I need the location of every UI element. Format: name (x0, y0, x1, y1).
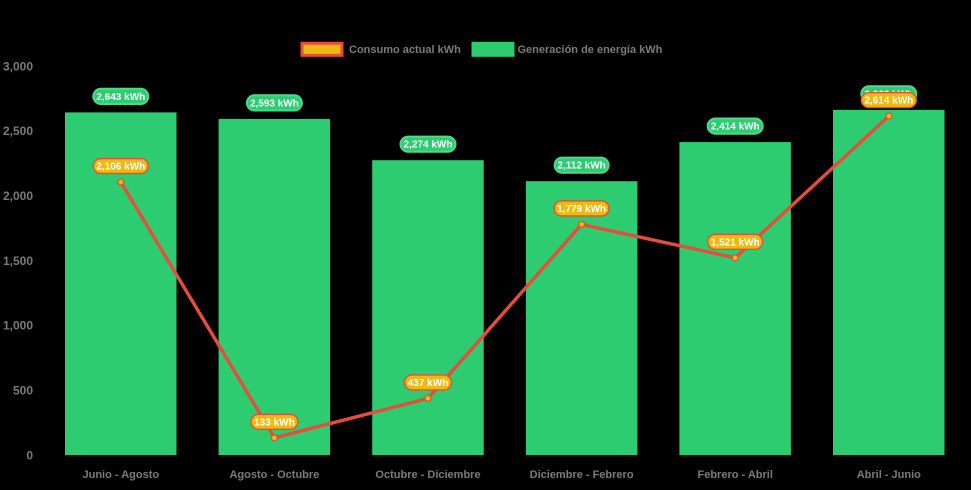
svg-text:Generación de energía kWh: Generación de energía kWh (518, 44, 663, 56)
svg-text:2,274 kWh: 2,274 kWh (404, 140, 453, 151)
svg-text:1,500: 1,500 (3, 254, 33, 268)
svg-text:Octubre - Diciembre: Octubre - Diciembre (375, 469, 480, 481)
svg-text:2,500: 2,500 (3, 124, 33, 138)
svg-text:500: 500 (13, 384, 33, 398)
svg-text:0: 0 (26, 448, 33, 462)
svg-text:Febrero - Abril: Febrero - Abril (698, 469, 773, 481)
svg-text:Diciembre - Febrero: Diciembre - Febrero (530, 469, 634, 481)
svg-text:2,614 kWh: 2,614 kWh (864, 96, 913, 107)
svg-text:2,000: 2,000 (3, 189, 33, 203)
svg-text:1,521 kWh: 1,521 kWh (711, 237, 760, 248)
svg-text:Junio - Agosto: Junio - Agosto (83, 469, 160, 481)
svg-text:2,106 kWh: 2,106 kWh (96, 162, 145, 173)
svg-text:2,643 kWh: 2,643 kWh (96, 92, 145, 103)
svg-text:3,000: 3,000 (3, 59, 33, 73)
svg-text:Abril - Junio: Abril - Junio (857, 469, 921, 481)
svg-text:2,414 kWh: 2,414 kWh (711, 122, 760, 133)
svg-text:2,112 kWh: 2,112 kWh (557, 161, 605, 172)
svg-text:1,779 kWh: 1,779 kWh (557, 204, 606, 215)
svg-text:133 kWh: 133 kWh (254, 417, 295, 428)
svg-text:1,000: 1,000 (3, 319, 33, 333)
svg-text:2,593 kWh: 2,593 kWh (250, 98, 299, 109)
svg-text:Agosto - Octubre: Agosto - Octubre (229, 469, 319, 481)
svg-text:437 kWh: 437 kWh (408, 378, 449, 389)
svg-text:Consumo actual kWh: Consumo actual kWh (349, 44, 461, 56)
